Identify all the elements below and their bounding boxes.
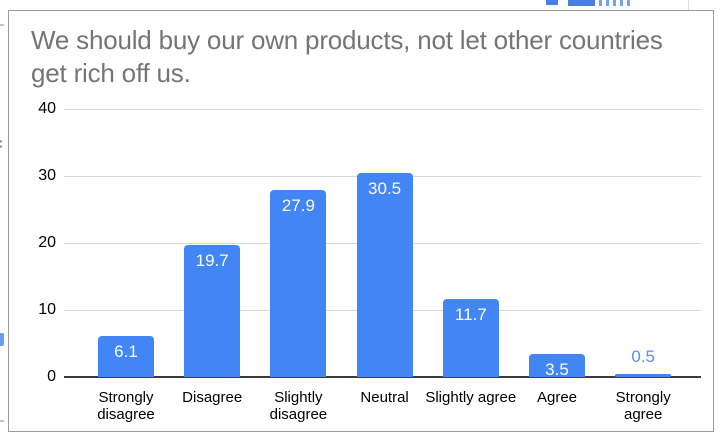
x-axis-line bbox=[64, 376, 701, 378]
bar-value-label: 19.7 bbox=[195, 251, 229, 270]
bar-value-label: 30.5 bbox=[368, 179, 402, 198]
bar-1[interactable] bbox=[98, 336, 154, 377]
y-axis-tick-label: 30 bbox=[38, 167, 56, 184]
y-axis-tick-label: 20 bbox=[38, 234, 56, 251]
y-axis-tick-label: 0 bbox=[47, 368, 56, 385]
bar-value-label: 11.7 bbox=[454, 305, 487, 324]
x-axis-category-label: Neutral bbox=[360, 389, 409, 406]
x-axis-category-label: Slightly disagree bbox=[269, 389, 328, 423]
y-axis-tick-label: 40 bbox=[38, 100, 56, 117]
bar-7[interactable] bbox=[615, 374, 672, 377]
chart-title: We should buy our own products, not let … bbox=[31, 25, 663, 88]
cutoff-letter-fragment: c bbox=[0, 135, 3, 152]
x-axis-category-label: Strongly disagree bbox=[97, 389, 155, 423]
gridline bbox=[64, 109, 701, 110]
bar-value-label: 27.9 bbox=[281, 196, 315, 215]
bar-value-label: 6.1 bbox=[114, 342, 138, 361]
bar-2[interactable] bbox=[184, 245, 241, 377]
left-edge-tick bbox=[0, 24, 4, 26]
left-edge-tick bbox=[0, 420, 4, 422]
y-axis-tick-label: 10 bbox=[38, 301, 56, 318]
cutoff-legend-swatch-icon bbox=[568, 0, 595, 6]
bar-6[interactable] bbox=[529, 354, 585, 377]
cutoff-blue-text-fragment bbox=[599, 0, 633, 6]
bar-4[interactable] bbox=[356, 173, 413, 377]
bar-value-label: 0.5 bbox=[631, 347, 655, 366]
x-axis-category-label: Disagree bbox=[182, 389, 243, 406]
bar-3[interactable] bbox=[270, 190, 327, 377]
cutoff-vertical-divider bbox=[688, 0, 689, 10]
cutoff-blue-mark bbox=[0, 333, 4, 346]
bar-value-label: 3.5 bbox=[545, 360, 569, 379]
cutoff-blue-chunk bbox=[546, 0, 558, 5]
x-axis-category-label: Slightly agree bbox=[425, 389, 517, 406]
chart-card[interactable]: We should buy our own products, not let … bbox=[8, 10, 714, 432]
bar-5[interactable] bbox=[442, 299, 499, 377]
x-axis-category-label: Strongly agree bbox=[615, 389, 671, 423]
bar-chart-plot: 0 10 20 30 40 6.1 Strongly disagree 19.7 Disagre… bbox=[9, 11, 715, 433]
x-axis-category-label: Agree bbox=[536, 389, 578, 406]
